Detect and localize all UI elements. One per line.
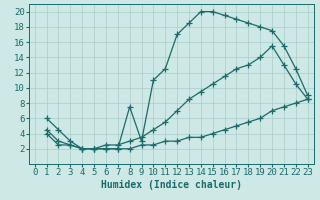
X-axis label: Humidex (Indice chaleur): Humidex (Indice chaleur) — [101, 180, 242, 190]
